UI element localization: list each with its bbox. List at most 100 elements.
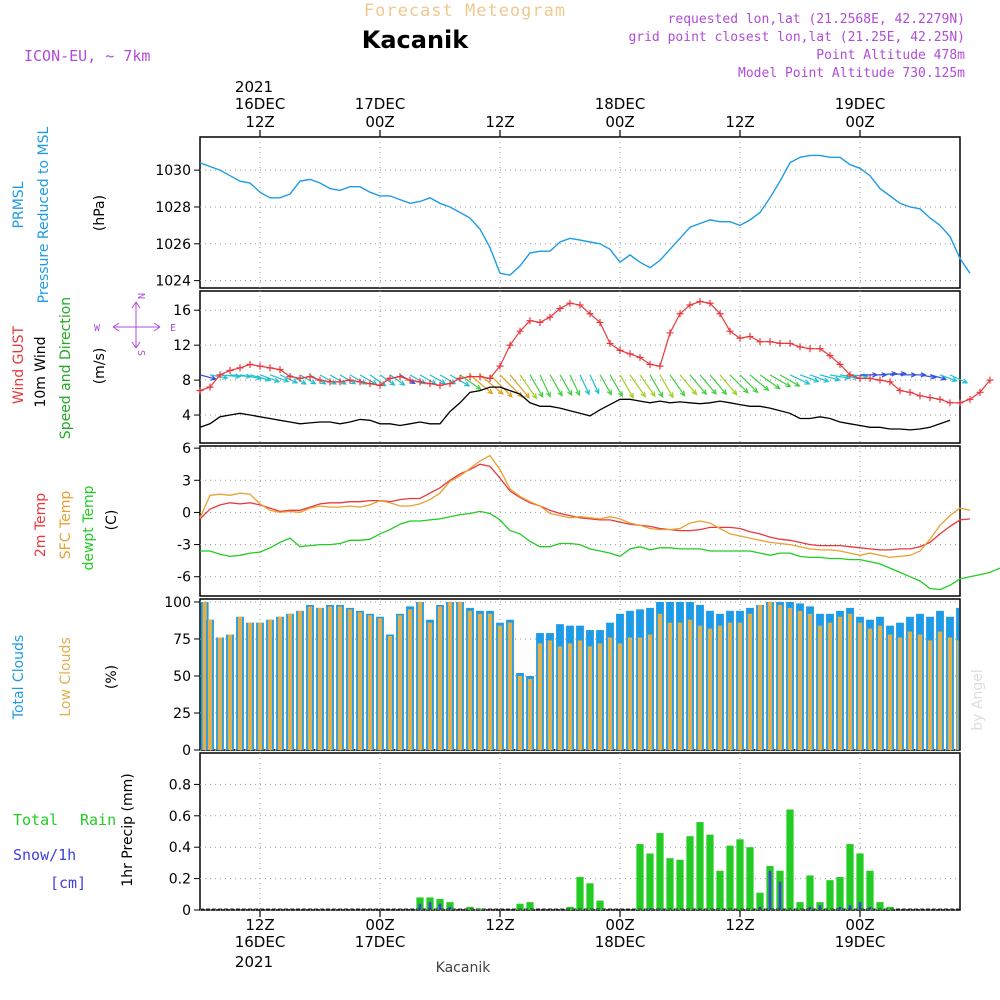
rain-bar (736, 839, 744, 910)
top-time-label: 12Z (245, 113, 274, 131)
rain-bar (686, 836, 694, 910)
wind-gust-marker (426, 380, 434, 388)
wind-arrow-head (524, 392, 531, 399)
low-clouds-bar (417, 601, 423, 750)
wind-gust-marker (686, 301, 694, 309)
wind-arrow-head (507, 391, 513, 398)
wind-arrow-head (310, 379, 317, 385)
low-clouds-bar (807, 613, 813, 750)
low-clouds-bar (927, 640, 933, 750)
wind-arrow-head (300, 379, 307, 385)
wind-ytick-label: 4 (182, 408, 191, 424)
wind-arrow (679, 374, 697, 395)
model-label: ICON-EU, ~ 7km (24, 47, 150, 65)
low-clouds-bar (287, 613, 293, 750)
precip-ytick-label: 0.8 (169, 777, 191, 793)
temperature-ytick-label: 6 (182, 441, 191, 457)
wind-gust-marker (356, 378, 364, 386)
wind-arrow-head (617, 391, 624, 398)
rain-bar (836, 877, 844, 910)
low-clouds-bar (956, 640, 959, 750)
wind-gust-marker (616, 346, 624, 354)
wind-arrow-head (628, 392, 634, 400)
precip-total-label: Total (13, 811, 58, 829)
snow-bar (858, 902, 862, 910)
low-clouds-bar (557, 646, 563, 750)
bottom-time-label: 12Z (485, 916, 514, 934)
wind-gust-marker (946, 399, 954, 407)
total-clouds-label: Total Clouds (11, 635, 27, 720)
low-clouds-bar (377, 618, 383, 750)
top-time-label: 17DEC (355, 95, 406, 113)
wind-arrow-head (389, 380, 396, 386)
low-clouds-bar (577, 640, 583, 750)
wind-gust-marker (696, 297, 704, 305)
wind-arrow-head (330, 379, 337, 385)
pressure-ytick-label: 1026 (155, 237, 191, 253)
wind-arrow-head (222, 374, 229, 380)
wind-gust-marker (476, 373, 484, 381)
wind-arrow-head (360, 379, 367, 385)
low-clouds-bar (217, 637, 223, 750)
low-clouds-bar (687, 619, 693, 750)
pressure-msl-label: Pressure Reduced to MSL (36, 126, 52, 303)
wind-arrow-head (487, 388, 494, 395)
snow-bar (848, 905, 852, 910)
wind-gust-marker (786, 339, 794, 347)
wind-gust-marker (976, 388, 984, 396)
wind-gust-marker (496, 362, 504, 370)
wind-gust-marker (596, 318, 604, 326)
wind-gust-marker (226, 366, 234, 374)
rain-bar (856, 853, 864, 910)
wind-gust-marker (806, 345, 814, 353)
wind-gust-marker (406, 376, 414, 384)
wind-gust-marker (366, 380, 374, 388)
temp-sfc-line (199, 454, 971, 559)
rain-bar (656, 833, 664, 910)
wind-arrow (569, 374, 581, 396)
prmsl-line (199, 154, 971, 276)
temp-unit-label: (C) (104, 510, 120, 531)
snow-bar (428, 902, 432, 910)
wind-arrow-head (557, 390, 563, 397)
low-clouds-bar (857, 622, 863, 750)
compass-e: E (170, 323, 176, 334)
low-clouds-bar (437, 606, 443, 750)
snow-bar (758, 906, 762, 910)
wind-gust-marker (466, 373, 474, 381)
low-clouds-bar (727, 622, 733, 750)
wind-gust-marker (766, 338, 774, 346)
wind-ytick-label: 12 (173, 338, 191, 354)
temperature-ytick-label: -3 (177, 538, 191, 554)
low-clouds-bar (257, 622, 263, 750)
temp-2m-line (199, 463, 971, 551)
pressure-ytick-label: 1030 (155, 163, 191, 179)
requested-coords: requested lon,lat (21.2568E, 42.2279N) (668, 12, 965, 27)
low-clouds-bar (887, 634, 893, 750)
compass-s: S (135, 350, 146, 356)
snow-bar (778, 881, 782, 910)
rain-bar (526, 902, 534, 910)
low-clouds-bar (737, 622, 743, 750)
wind-arrow (929, 374, 946, 380)
low-clouds-bar (307, 606, 313, 750)
wind-gust-label: Wind GUST (11, 325, 27, 404)
rain-bar (596, 900, 604, 910)
wind-arrow (919, 374, 936, 379)
rain-bar (726, 845, 734, 910)
wind-arrow (239, 374, 262, 380)
wind-arrow-head (962, 378, 969, 384)
clouds-ytick-label: 25 (173, 706, 191, 722)
wind-gust-marker (456, 374, 464, 382)
wind-gust-marker (316, 376, 324, 384)
wind-gust-marker (306, 373, 314, 381)
wind-gust-marker (376, 381, 384, 389)
point-altitude: Point Altitude 478m (816, 48, 965, 63)
bottom-time-label: 18DEC (595, 933, 646, 951)
wind-arrow (359, 374, 377, 385)
wind-arrow (279, 374, 298, 384)
compass-w: W (94, 323, 101, 334)
rain-bar (446, 902, 454, 910)
bottom-time-label: 12Z (725, 916, 754, 934)
low-clouds-bar (677, 622, 683, 750)
